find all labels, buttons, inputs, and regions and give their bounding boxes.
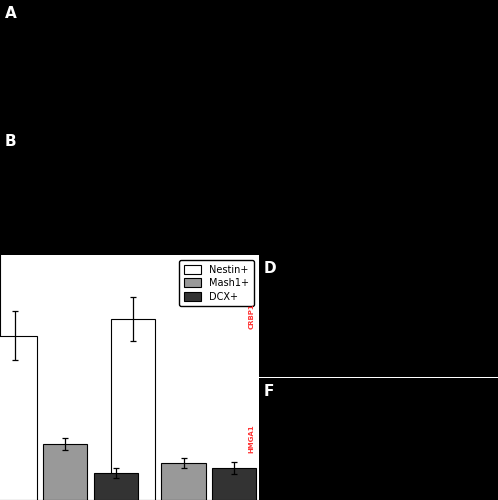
Text: DCX: DCX: [392, 5, 419, 18]
Bar: [212, 468, 256, 500]
Text: D: D: [264, 261, 276, 276]
Bar: [0, 336, 37, 500]
Text: Scale bar: 20μm: Scale bar: 20μm: [408, 488, 488, 498]
Bar: [111, 318, 155, 500]
Text: Nestin: Nestin: [75, 5, 115, 18]
Bar: [161, 463, 206, 500]
Legend: Nestin+, Mash1+, DCX+: Nestin+, Mash1+, DCX+: [179, 260, 254, 306]
Text: CRBP1: CRBP1: [248, 303, 254, 329]
Bar: [94, 473, 138, 500]
Text: F: F: [264, 384, 274, 399]
Text: HMGA1: HMGA1: [248, 424, 254, 454]
Bar: [43, 444, 88, 500]
Text: B: B: [5, 134, 16, 149]
Text: Mash1: Mash1: [239, 5, 279, 18]
Text: A: A: [5, 6, 17, 22]
